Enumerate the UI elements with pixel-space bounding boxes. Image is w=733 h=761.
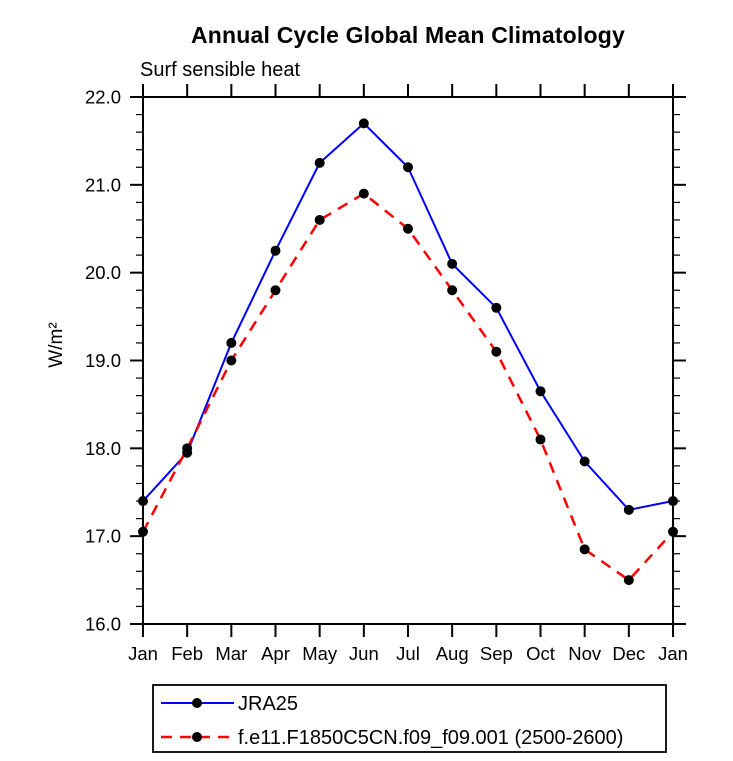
data-point-series-1 <box>491 346 502 357</box>
x-tick-label: Dec <box>612 643 645 664</box>
data-point-series-1 <box>447 285 458 296</box>
chart-title: Annual Cycle Global Mean Climatology <box>190 22 626 48</box>
x-tick-label: Feb <box>171 643 203 664</box>
data-point-series-0 <box>668 496 678 507</box>
data-point-series-0 <box>358 118 369 129</box>
y-tick-label: 22.0 <box>85 87 121 108</box>
series-line-0 <box>142 122 674 511</box>
legend-label-0: JRA25 <box>238 693 298 715</box>
data-point-series-0 <box>491 302 502 313</box>
data-point-series-1 <box>403 223 413 234</box>
x-tick-label: Jan <box>658 643 688 664</box>
x-tick-label: Oct <box>526 643 555 664</box>
data-point-series-1 <box>270 285 281 296</box>
data-point-series-1 <box>138 526 148 537</box>
data-point-series-1 <box>226 355 237 366</box>
x-tick-label: Mar <box>215 643 247 664</box>
legend-marker-0 <box>192 698 202 708</box>
x-tick-label: Jun <box>349 643 379 664</box>
data-point-series-1 <box>182 443 193 454</box>
data-point-series-1 <box>314 214 325 225</box>
data-point-series-1 <box>623 575 634 586</box>
x-tick-label: Jul <box>396 643 420 664</box>
y-tick-label: 21.0 <box>85 174 121 195</box>
x-tick-label: Aug <box>436 643 469 664</box>
data-point-series-0 <box>623 504 634 515</box>
data-point-series-0 <box>403 162 413 173</box>
data-point-series-0 <box>579 456 590 467</box>
data-point-series-0 <box>138 496 148 507</box>
data-point-series-1 <box>668 526 678 537</box>
y-tick-label: 19.0 <box>85 350 121 371</box>
legend-label-1: f.e11.F1850C5CN.f09_f09.001 (2500-2600) <box>238 727 623 749</box>
data-point-series-0 <box>270 245 281 256</box>
series-line-1 <box>141 192 674 582</box>
legend-marker-1 <box>192 732 202 742</box>
data-point-series-1 <box>535 434 546 445</box>
x-tick-label: Nov <box>568 643 602 664</box>
chart-subtitle: Surf sensible heat <box>140 59 301 81</box>
legend-box <box>152 684 667 753</box>
plot-frame <box>142 96 674 625</box>
data-point-series-0 <box>535 386 546 397</box>
data-point-series-0 <box>447 258 458 269</box>
x-tick-label: May <box>302 643 338 664</box>
x-tick-label: Jan <box>128 643 158 664</box>
data-point-series-1 <box>579 544 590 555</box>
y-tick-label: 16.0 <box>85 614 121 635</box>
data-point-series-1 <box>358 188 369 199</box>
data-point-series-0 <box>226 337 237 348</box>
x-tick-label: Sep <box>480 643 513 664</box>
data-point-series-0 <box>314 157 325 168</box>
x-tick-label: Apr <box>261 643 290 664</box>
y-tick-label: 18.0 <box>85 438 121 459</box>
y-tick-label: 17.0 <box>85 526 121 547</box>
y-tick-label: 20.0 <box>85 262 121 283</box>
